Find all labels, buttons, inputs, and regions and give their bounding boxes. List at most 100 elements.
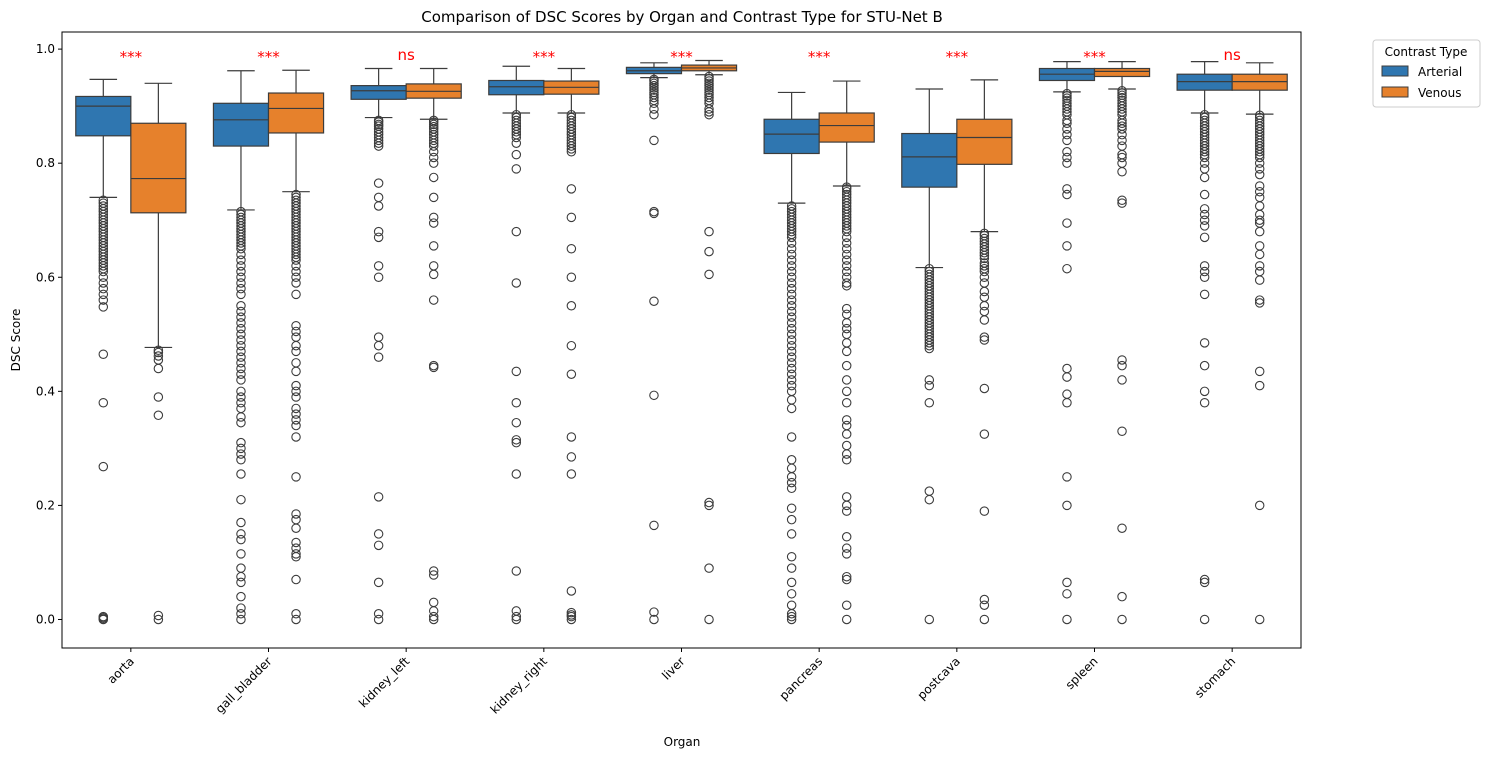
box-iqr xyxy=(75,95,132,137)
box-pancreas-arterial xyxy=(763,91,820,625)
outlier-point xyxy=(428,135,439,146)
outlier-point xyxy=(841,318,852,328)
outlier-point xyxy=(236,577,246,588)
outlier-point xyxy=(373,226,384,237)
outlier-point xyxy=(236,358,246,368)
outlier-point xyxy=(1062,614,1072,625)
outlier-point xyxy=(1117,104,1127,114)
outlier-point xyxy=(291,255,301,265)
outlier-point xyxy=(1254,169,1265,180)
outlier-point xyxy=(236,529,246,539)
outlier-point xyxy=(1117,355,1127,365)
outlier-point xyxy=(841,243,852,254)
outlier-point xyxy=(841,255,852,265)
legend-label-arterial: Arterial xyxy=(1418,65,1462,79)
outlier-point xyxy=(1117,141,1127,151)
outlier-point xyxy=(291,549,301,559)
outlier-point xyxy=(291,272,301,283)
outlier-point xyxy=(841,261,852,271)
outlier-point xyxy=(786,432,797,442)
box-stomach-venous xyxy=(1231,62,1288,625)
outlier-point xyxy=(1062,88,1072,99)
outlier-point xyxy=(511,127,522,137)
outlier-point xyxy=(291,509,301,519)
significance-label-aorta: *** xyxy=(120,48,143,66)
outlier-point xyxy=(786,243,797,254)
outlier-point xyxy=(236,549,246,559)
outlier-point xyxy=(511,435,522,445)
outlier-point xyxy=(511,566,522,576)
box-kidney_left-venous xyxy=(405,67,462,625)
outlier-point xyxy=(1254,192,1265,203)
x-tick-label-spleen: spleen xyxy=(1063,654,1101,692)
outlier-point xyxy=(979,332,990,342)
outlier-point xyxy=(841,338,852,348)
outlier-point xyxy=(979,292,990,302)
outlier-point xyxy=(511,149,522,160)
outlier-point xyxy=(1117,152,1127,163)
outlier-point xyxy=(786,261,797,271)
outlier-point xyxy=(786,266,797,277)
significance-label-postcava: *** xyxy=(946,48,969,66)
outlier-point xyxy=(786,600,797,610)
outlier-point xyxy=(786,577,797,588)
outlier-point xyxy=(786,238,797,248)
outlier-point xyxy=(786,323,797,334)
outlier-point xyxy=(841,309,852,320)
outlier-point xyxy=(1062,118,1072,129)
outlier-point xyxy=(1254,181,1265,191)
outlier-point xyxy=(236,272,246,283)
outlier-point xyxy=(373,192,384,203)
outlier-point xyxy=(1199,266,1210,277)
outlier-point xyxy=(786,614,797,625)
outlier-point xyxy=(511,278,522,288)
outlier-point xyxy=(566,184,577,194)
outlier-point xyxy=(428,152,439,163)
outlier-point xyxy=(1199,574,1210,585)
outlier-point xyxy=(153,347,164,358)
outlier-point xyxy=(649,76,659,86)
outlier-point xyxy=(786,563,797,573)
y-tick-label: 0.8 xyxy=(36,156,55,170)
outlier-point xyxy=(236,249,246,260)
outlier-point xyxy=(236,517,246,528)
x-tick-label-pancreas: pancreas xyxy=(777,654,826,703)
outlier-point xyxy=(979,594,990,605)
outlier-point xyxy=(786,289,797,300)
outlier-point xyxy=(428,269,439,280)
outlier-point xyxy=(373,577,384,588)
outlier-point xyxy=(1254,186,1265,197)
x-tick-label-stomach: stomach xyxy=(1192,654,1238,700)
outlier-point xyxy=(841,492,852,502)
outlier-point xyxy=(291,366,301,377)
outlier-point xyxy=(236,306,246,317)
outlier-point xyxy=(649,208,659,219)
outlier-point xyxy=(786,232,797,243)
chart-title: Comparison of DSC Scores by Organ and Co… xyxy=(421,8,943,26)
outlier-point xyxy=(841,440,852,451)
outlier-point xyxy=(1062,263,1072,274)
outlier-point xyxy=(236,238,246,248)
outlier-point xyxy=(704,500,714,511)
outlier-point xyxy=(841,238,852,248)
outlier-point xyxy=(373,141,384,151)
y-tick-label: 0.4 xyxy=(36,384,55,398)
outlier-point xyxy=(428,295,439,305)
outlier-point xyxy=(236,369,246,379)
outlier-point xyxy=(786,551,797,562)
outlier-point xyxy=(153,614,164,625)
x-tick-label-aorta: aorta xyxy=(105,654,137,686)
significance-label-gall_bladder: *** xyxy=(257,48,280,66)
outlier-point xyxy=(511,138,522,148)
outlier-point xyxy=(98,278,109,288)
outlier-point xyxy=(979,600,990,610)
outlier-point xyxy=(841,600,852,610)
outlier-point xyxy=(786,295,797,305)
outlier-point xyxy=(428,141,439,151)
outlier-point xyxy=(786,483,797,494)
outlier-point xyxy=(291,261,301,271)
y-tick-label: 0.0 xyxy=(36,612,55,626)
outlier-point xyxy=(566,301,577,311)
box-kidney_right-venous xyxy=(543,67,600,625)
outlier-point xyxy=(1254,164,1265,174)
